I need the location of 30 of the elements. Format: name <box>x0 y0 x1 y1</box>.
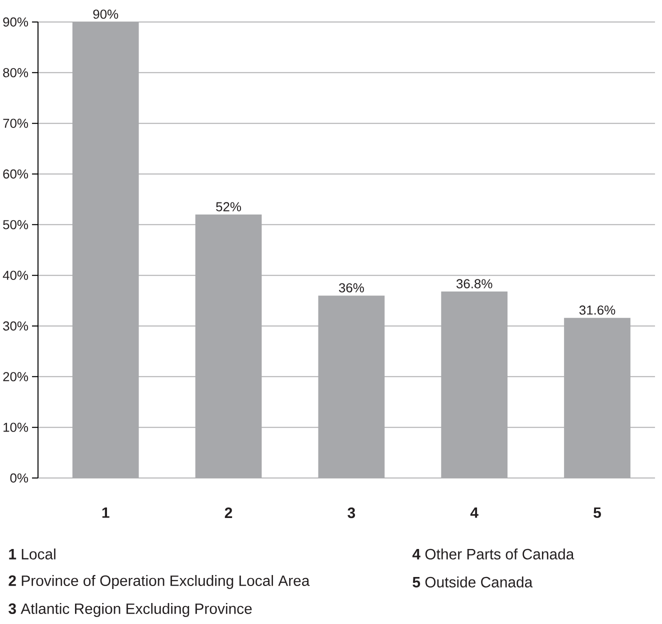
data-label: 90% <box>93 10 118 19</box>
y-tick-label: 50% <box>3 220 28 230</box>
x-tick-label: 4 <box>470 508 478 518</box>
text: 3 Atlantic Region Excluding Province <box>8 603 252 617</box>
y-tick-label: 10% <box>4 422 28 432</box>
data-label: 52% <box>216 202 242 212</box>
y-tick-label: 90% <box>3 17 28 27</box>
y-tick-label: 80% <box>3 68 28 78</box>
y-tick-label: 40% <box>2 270 28 280</box>
bar <box>72 22 139 478</box>
y-tick-label: 30% <box>3 321 28 331</box>
bar <box>318 296 385 478</box>
x-tick-label: 3 <box>348 508 356 518</box>
y-tick-label: 20% <box>3 372 28 382</box>
text: 5 Outside Canada <box>412 576 533 588</box>
x-tick-label: 1 <box>102 508 110 518</box>
data-label: 31.6% <box>579 306 616 315</box>
y-tick-label: 70% <box>3 118 28 128</box>
y-tick-label: 60% <box>3 169 28 179</box>
data-label: 36.8% <box>456 279 492 288</box>
data-label: 36% <box>338 283 364 292</box>
y-tick-label: 0% <box>10 473 28 483</box>
text: 4 Other Parts of Canada <box>412 548 574 560</box>
bar <box>441 292 508 478</box>
x-tick-label: 2 <box>224 508 232 518</box>
bar <box>195 214 262 478</box>
text: 2 Province of Operation Excluding Local Area <box>8 575 310 589</box>
text: 1 Local <box>9 548 56 560</box>
bar <box>564 318 630 478</box>
x-tick-label: 5 <box>594 508 601 518</box>
